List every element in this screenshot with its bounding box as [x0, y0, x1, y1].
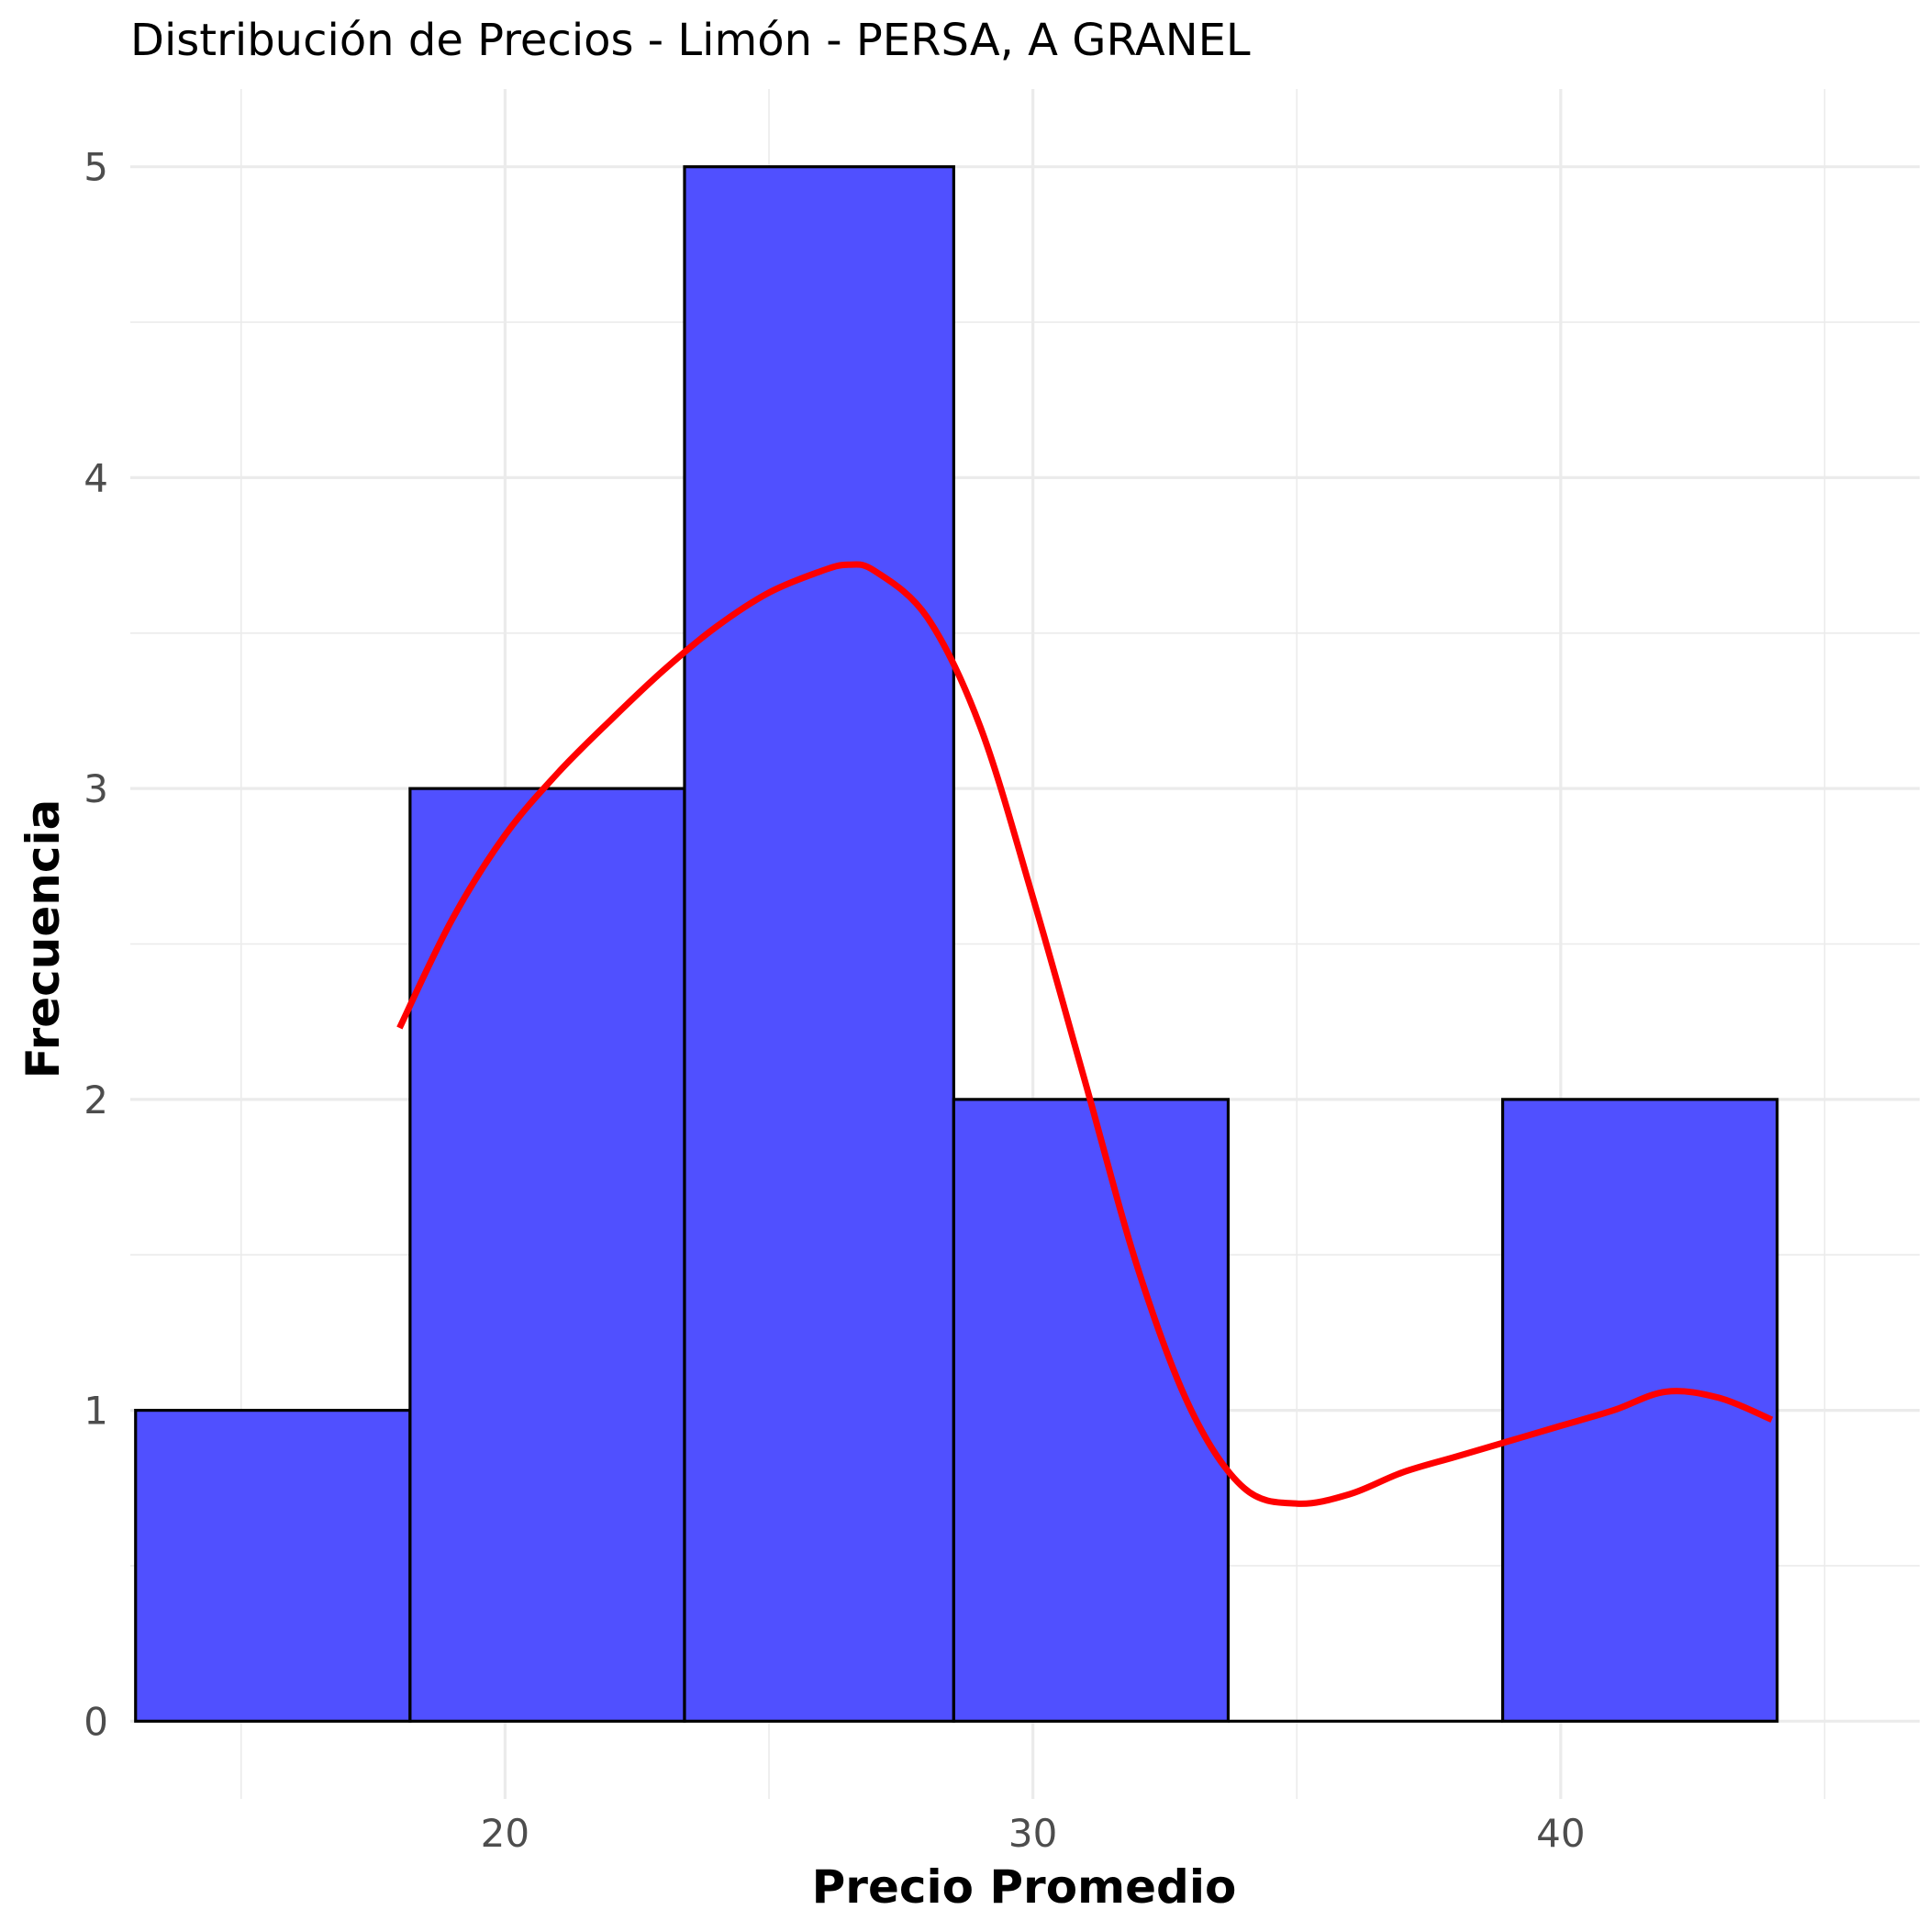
- histogram-bar-2: [408, 787, 686, 1723]
- x-tick-label: 40: [1536, 1811, 1585, 1856]
- x-axis-title: Precio Promedio: [812, 1860, 1237, 1914]
- x-axis-ticks: 20 30 40: [481, 1811, 1586, 1856]
- y-tick-label: 4: [84, 455, 108, 500]
- chart-title: Distribución de Precios - Limón - PERSA,…: [130, 15, 1251, 66]
- y-tick-label: 2: [84, 1078, 108, 1122]
- y-axis-ticks: 0 1 2 3 4 5: [84, 145, 108, 1745]
- histogram-bars: [134, 165, 1779, 1723]
- y-tick-label: 0: [84, 1699, 108, 1744]
- histogram-bar-6: [1500, 1098, 1779, 1723]
- density-curve-layer: [396, 561, 1774, 1507]
- y-tick-label: 3: [84, 766, 108, 811]
- histogram-bar-3: [683, 165, 955, 1723]
- density-curve-line: [396, 561, 1774, 1507]
- y-tick-label: 5: [84, 145, 108, 190]
- histogram-bar-4: [952, 1098, 1231, 1723]
- x-tick-label: 30: [1008, 1811, 1057, 1856]
- y-tick-label: 1: [84, 1389, 108, 1434]
- x-tick-label: 20: [481, 1811, 529, 1856]
- y-axis-title: Frecuencia: [17, 799, 70, 1079]
- histogram-bar-1: [134, 1408, 412, 1723]
